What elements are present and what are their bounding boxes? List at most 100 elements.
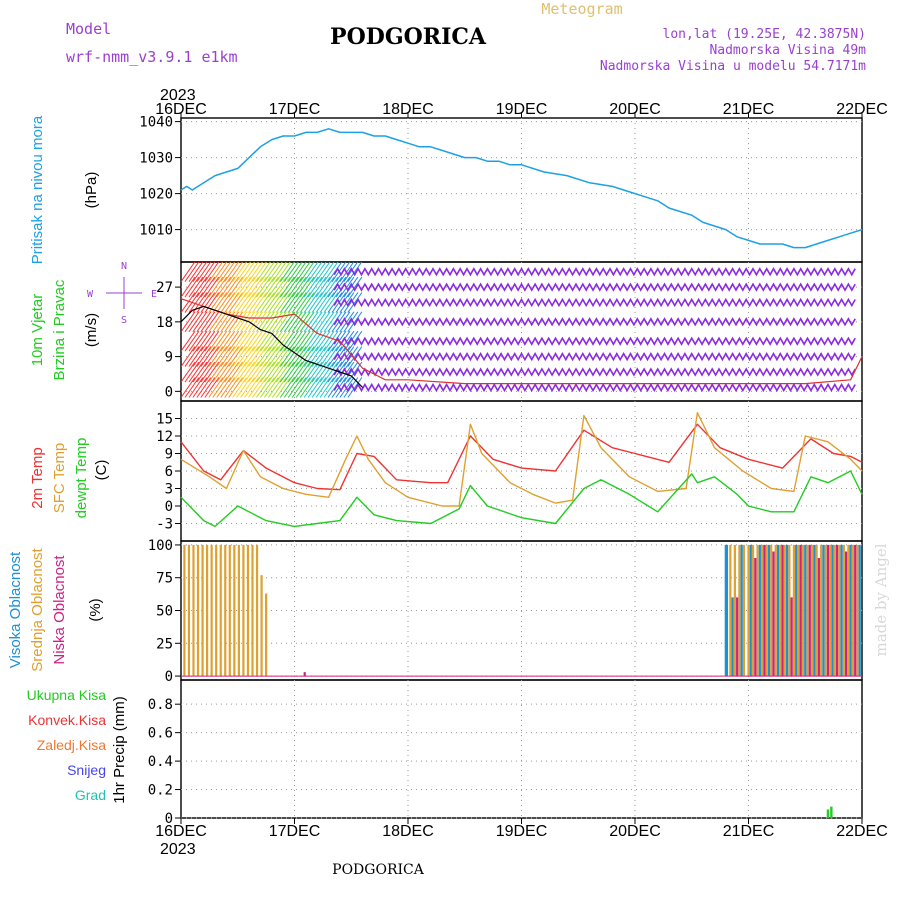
precip-bar — [826, 809, 830, 818]
wind-barb — [184, 262, 200, 282]
wind-barb — [315, 330, 331, 352]
wind-barb — [283, 361, 299, 383]
coords: lon,lat (19.25E, 42.3875N) — [663, 27, 867, 42]
wind-barb — [224, 311, 240, 333]
wind-barb — [204, 330, 220, 352]
wind-barb — [181, 311, 196, 333]
wind-barb — [232, 292, 248, 313]
wind-barb — [287, 311, 303, 333]
wind-barb — [319, 330, 335, 352]
wind-barb — [181, 346, 196, 367]
wind-barb — [279, 377, 295, 398]
precip-legend-item: Grad — [75, 787, 106, 803]
wind-barb — [184, 330, 200, 352]
wind-barb — [192, 377, 208, 398]
wind-barb — [260, 276, 275, 298]
wind-barb — [319, 276, 335, 298]
wind-barb — [244, 330, 259, 352]
wind-barb-row — [333, 317, 856, 327]
x-tick-label-top: 18DEC — [382, 101, 434, 118]
wind-barb — [256, 292, 271, 313]
compass-s: S — [121, 315, 127, 326]
y-tick-label: 6 — [165, 464, 173, 480]
wind-barb — [315, 276, 331, 298]
wind-barb — [295, 346, 311, 367]
wind-barb — [188, 276, 204, 298]
wind-barb — [279, 262, 295, 282]
wind-barb — [295, 276, 311, 298]
y-tick-label: 0 — [165, 384, 173, 400]
wind-barb — [236, 330, 252, 352]
wind-barb — [220, 276, 236, 298]
wind-barb — [220, 330, 236, 352]
wind-barb — [279, 346, 295, 367]
wind-barb — [291, 330, 307, 352]
wind-barb-row — [333, 351, 856, 362]
model-name: wrf-nmm_v3.9.1 e1km — [66, 48, 238, 66]
wind-barb — [196, 361, 212, 383]
wind-barb — [232, 276, 248, 298]
wind-barb — [343, 276, 359, 298]
wind-barb — [327, 262, 343, 282]
x-tick-label-top: 22DEC — [836, 101, 888, 118]
wind-barb — [236, 377, 252, 398]
wind-barb — [216, 276, 232, 298]
y-tick-label: 75 — [156, 571, 173, 587]
wind-barb — [303, 330, 319, 352]
wind-barb — [307, 292, 323, 313]
wind-barb — [303, 262, 319, 282]
wind-barb — [267, 292, 283, 313]
wind-barb — [196, 377, 212, 398]
wind-barb — [228, 311, 244, 333]
wind-barb — [275, 276, 291, 298]
wind-barb — [291, 276, 307, 298]
wind-barb — [347, 292, 363, 313]
wind-barb — [256, 262, 271, 282]
wind-barb — [224, 361, 240, 383]
wind-barb — [232, 346, 248, 367]
x-tick-label-top: 20DEC — [609, 101, 661, 118]
wind-barb — [181, 377, 196, 398]
wind-barb — [200, 377, 216, 398]
wind-barb — [244, 262, 259, 282]
wind-barb — [220, 262, 236, 282]
wind-barb — [323, 276, 339, 298]
wind-barb — [208, 292, 224, 313]
wind-barb — [192, 262, 208, 282]
wind-barb — [347, 262, 363, 282]
wind-barb — [291, 361, 307, 383]
panel-label: 2m Temp — [29, 447, 46, 508]
wind-barb — [212, 377, 228, 398]
wind-barb — [271, 311, 287, 333]
wind-barb — [264, 377, 279, 398]
wind-barb — [236, 262, 251, 282]
wind-barb — [204, 377, 220, 398]
subtitle: Meteogram — [541, 0, 622, 18]
wind-barb — [248, 346, 263, 367]
compass-n: N — [121, 261, 127, 272]
panel-label: 10m Vjetar — [29, 294, 46, 367]
wind-barb — [307, 346, 323, 367]
wind-barb — [299, 346, 315, 367]
wind-barb — [252, 361, 267, 383]
wind-barb — [248, 276, 263, 298]
wind-barb — [271, 292, 287, 313]
wind-barb — [319, 377, 335, 398]
wind-barb — [212, 262, 228, 282]
wind-barb — [228, 276, 244, 298]
wind-barb — [244, 292, 259, 313]
y-tick-label: 25 — [156, 636, 173, 652]
wind-barb — [295, 377, 311, 398]
wind-barb — [319, 262, 335, 282]
wind-barb-row — [333, 367, 856, 377]
wind-barb — [323, 292, 339, 313]
wind-barb — [232, 262, 248, 282]
wind-barb — [208, 361, 224, 383]
wind-barb — [275, 346, 291, 367]
wind-barb — [216, 292, 232, 313]
wind-barb — [275, 361, 291, 383]
wind-barb — [220, 361, 236, 383]
precip-legend-item: Snijeg — [67, 762, 106, 778]
y-tick-label: 0.6 — [148, 726, 173, 742]
wind-barb — [323, 346, 339, 367]
